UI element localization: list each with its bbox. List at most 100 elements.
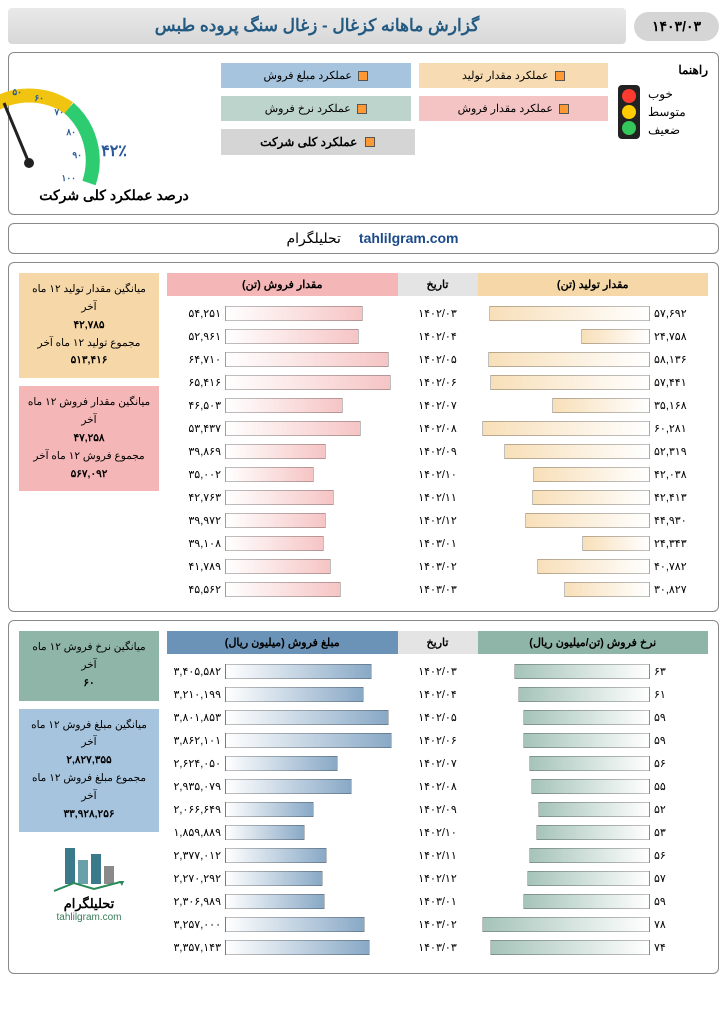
- right-bar: [225, 536, 324, 551]
- chart1-stat-sales: میانگین مقدار فروش ۱۲ ماه آخر ۴۷,۲۵۸ مجم…: [19, 386, 159, 491]
- right-bar: [225, 352, 389, 367]
- data-row: ۵۲۱۴۰۲/۰۹۲,۰۶۶,۶۴۹: [167, 798, 708, 821]
- right-bar: [225, 306, 363, 321]
- left-value: ۳۵,۱۶۸: [650, 399, 708, 412]
- report-date: ۱۴۰۳/۰۳: [634, 12, 719, 41]
- right-bar: [225, 467, 314, 482]
- right-bar: [225, 710, 389, 725]
- data-row: ۶۱ ۱۴۰۲/۰۴ ۳,۲۱۰,۱۹۹: [167, 683, 708, 706]
- left-value: ۴۲,۴۱۳: [650, 491, 708, 504]
- data-row: ۶۳۱۴۰۲/۰۳۳,۴۰۵,۵۸۲: [167, 660, 708, 683]
- left-bar: [538, 802, 650, 817]
- left-bar: [523, 710, 650, 725]
- left-bar: [523, 733, 650, 748]
- left-value: ۵۹: [650, 711, 708, 724]
- right-bar: [225, 513, 326, 528]
- svg-text:۶۰: ۶۰: [34, 93, 44, 103]
- row-date: ۱۴۰۲/۱۱: [398, 849, 478, 862]
- chart2-header-left: نرخ فروش (تن/میلیون ریال): [478, 631, 709, 654]
- right-bar: [225, 664, 372, 679]
- row-date: ۱۴۰۲/۱۰: [398, 826, 478, 839]
- right-bar: [225, 582, 341, 597]
- right-bar: [225, 871, 323, 886]
- right-bar: [225, 802, 314, 817]
- row-date: ۱۴۰۳/۰۲: [398, 560, 478, 573]
- left-value: ۷۴: [650, 941, 708, 954]
- data-row: ۲۴,۷۵۸ ۱۴۰۲/۰۴ ۵۲,۹۶۱: [167, 325, 708, 348]
- left-value: ۶۱: [650, 688, 708, 701]
- right-value: ۴۲,۷۶۳: [167, 491, 225, 504]
- level-mid: متوسط: [648, 105, 686, 119]
- svg-text:۱۰۰: ۱۰۰: [61, 173, 76, 183]
- data-row: ۳۵,۱۶۸۱۴۰۲/۰۷۴۶,۵۰۳: [167, 394, 708, 417]
- left-value: ۵۷,۶۹۲: [650, 307, 708, 320]
- right-bar: [225, 848, 327, 863]
- left-bar: [490, 375, 650, 390]
- data-row: ۵۹۱۴۰۲/۰۵۳,۸۰۱,۸۵۳: [167, 706, 708, 729]
- chart2-header-date: تاریخ: [398, 631, 478, 654]
- row-date: ۱۴۰۲/۰۳: [398, 665, 478, 678]
- data-row: ۳۰,۸۲۷۱۴۰۳/۰۳۴۵,۵۶۲: [167, 578, 708, 601]
- data-row: ۲۴,۳۴۳۱۴۰۳/۰۱۳۹,۱۰۸: [167, 532, 708, 555]
- right-bar: [225, 756, 338, 771]
- svg-text:۸۰: ۸۰: [65, 127, 76, 137]
- left-bar: [529, 756, 650, 771]
- chart1-header-right: مقدار فروش (تن): [167, 273, 398, 296]
- chart1-header-date: تاریخ: [398, 273, 478, 296]
- right-bar: [225, 825, 305, 840]
- left-value: ۵۲,۳۱۹: [650, 445, 708, 458]
- left-value: ۵۹: [650, 734, 708, 747]
- row-date: ۱۴۰۲/۰۹: [398, 445, 478, 458]
- data-row: ۵۶۱۴۰۲/۱۱۲,۳۷۷,۰۱۲: [167, 844, 708, 867]
- guide-title: راهنما: [618, 63, 708, 77]
- left-value: ۷۸: [650, 918, 708, 931]
- left-value: ۵۳: [650, 826, 708, 839]
- right-bar: [225, 687, 364, 702]
- left-value: ۲۴,۷۵۸: [650, 330, 708, 343]
- data-row: ۵۷,۴۴۱۱۴۰۲/۰۶۶۵,۴۱۶: [167, 371, 708, 394]
- left-bar: [482, 421, 650, 436]
- legend-sales-amount: عملکرد مبلغ فروش: [221, 63, 411, 88]
- right-value: ۲,۰۶۶,۶۴۹: [167, 803, 225, 816]
- left-bar: [518, 687, 650, 702]
- row-date: ۱۴۰۲/۱۲: [398, 514, 478, 527]
- right-value: ۵۲,۹۶۱: [167, 330, 225, 343]
- row-date: ۱۴۰۲/۰۴: [398, 330, 478, 343]
- left-value: ۴۴,۹۳۰: [650, 514, 708, 527]
- level-good: خوب: [648, 87, 673, 101]
- svg-text:۵۰: ۵۰: [12, 87, 22, 97]
- right-value: ۱,۸۵۹,۸۸۹: [167, 826, 225, 839]
- row-date: ۱۴۰۲/۰۹: [398, 803, 478, 816]
- left-bar: [527, 871, 650, 886]
- legend-overall: عملکرد کلی شرکت: [221, 129, 415, 155]
- chart2-stat-amount: میانگین مبلغ فروش ۱۲ ماه آخر ۲,۸۲۷,۳۵۵ م…: [19, 709, 159, 832]
- left-bar: [525, 513, 650, 528]
- right-value: ۲,۳۰۶,۹۸۹: [167, 895, 225, 908]
- chart2-panel: نرخ فروش (تن/میلیون ریال) تاریخ مبلغ فرو…: [8, 620, 719, 974]
- left-bar: [489, 306, 650, 321]
- right-value: ۲,۲۷۰,۲۹۲: [167, 872, 225, 885]
- row-date: ۱۴۰۲/۰۵: [398, 353, 478, 366]
- right-value: ۵۳,۴۳۷: [167, 422, 225, 435]
- chart2-stat-rate: میانگین نرخ فروش ۱۲ ماه آخر ۶۰: [19, 631, 159, 701]
- row-date: ۱۴۰۲/۰۴: [398, 688, 478, 701]
- right-value: ۳۵,۰۰۲: [167, 468, 225, 481]
- left-bar: [482, 917, 650, 932]
- left-bar: [504, 444, 650, 459]
- right-value: ۳۹,۹۷۲: [167, 514, 225, 527]
- row-date: ۱۴۰۲/۰۶: [398, 376, 478, 389]
- left-value: ۵۷,۴۴۱: [650, 376, 708, 389]
- left-bar: [536, 825, 650, 840]
- data-row: ۵۷۱۴۰۲/۱۲۲,۲۷۰,۲۹۲: [167, 867, 708, 890]
- right-value: ۳,۲۱۰,۱۹۹: [167, 688, 225, 701]
- level-bad: ضعیف: [648, 123, 680, 137]
- left-bar: [533, 467, 650, 482]
- left-value: ۶۰,۲۸۱: [650, 422, 708, 435]
- left-value: ۵۸,۱۳۶: [650, 353, 708, 366]
- data-row: ۵۹۱۴۰۳/۰۱۲,۳۰۶,۹۸۹: [167, 890, 708, 913]
- legend-sales-rate: عملکرد نرخ فروش: [221, 96, 411, 121]
- left-value: ۲۴,۳۴۳: [650, 537, 708, 550]
- row-date: ۱۴۰۳/۰۳: [398, 941, 478, 954]
- left-value: ۵۷: [650, 872, 708, 885]
- data-row: ۵۵۱۴۰۲/۰۸۲,۹۳۵,۰۷۹: [167, 775, 708, 798]
